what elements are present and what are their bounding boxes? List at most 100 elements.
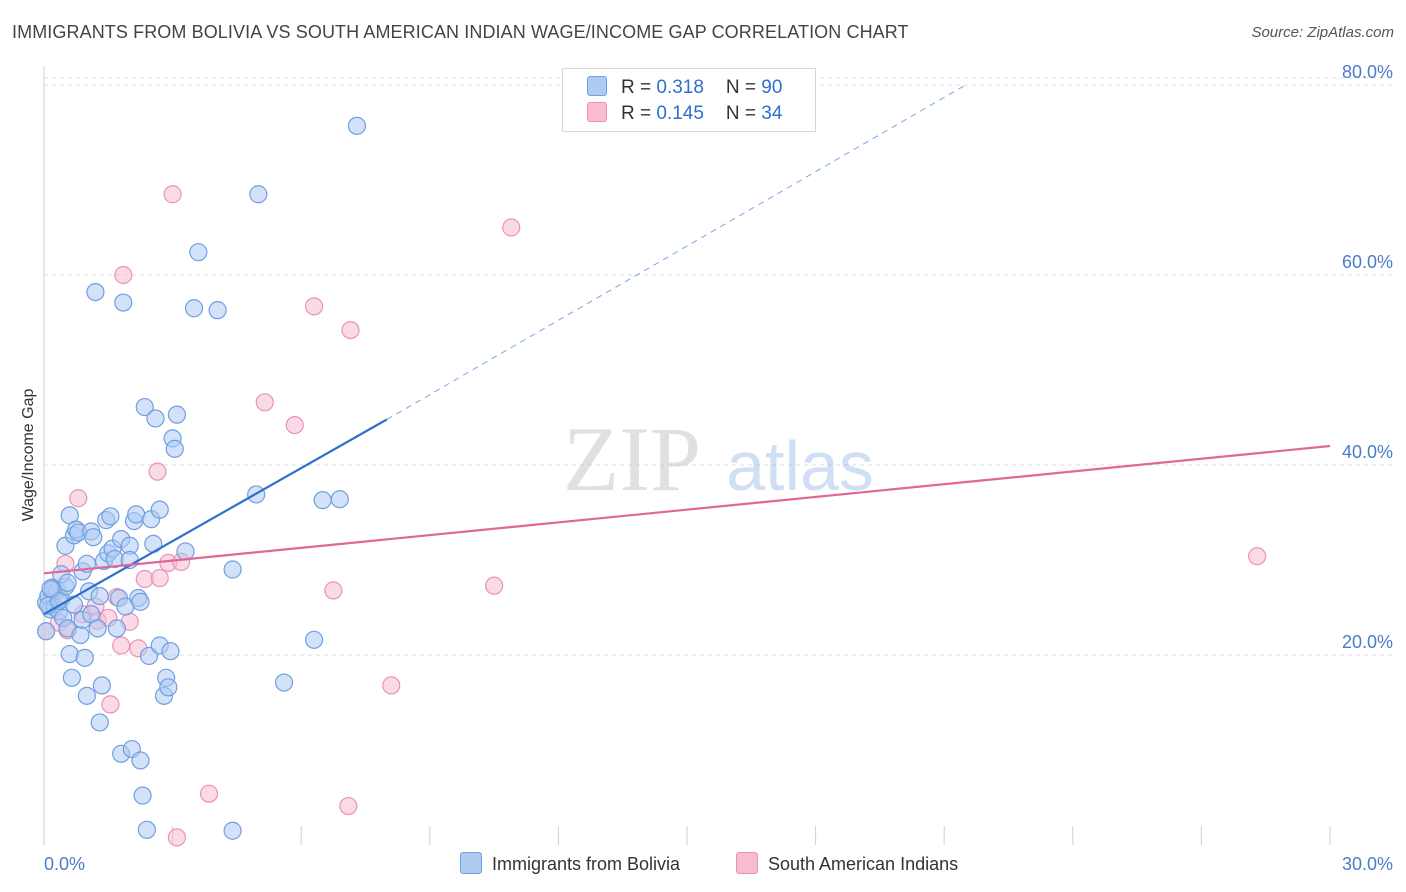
indians-point [502, 218, 521, 237]
series-legend: Immigrants from Bolivia South American I… [0, 852, 1406, 878]
x-tick-label-min: 0.0% [44, 854, 85, 874]
indians-point [69, 489, 88, 508]
r-label: R = [621, 77, 657, 98]
y-tick-label: 80.0% [1342, 62, 1393, 82]
n-label: N = [725, 103, 762, 124]
indians-point [148, 462, 167, 481]
bolivia-point [71, 625, 90, 645]
bolivia-point [176, 542, 195, 561]
indians-swatch [736, 852, 758, 874]
bolivia-point [64, 595, 84, 614]
bolivia-point [88, 619, 107, 638]
bolivia-point [146, 409, 165, 428]
bolivia-point [60, 644, 79, 664]
r-value-bolivia: 0.318 [656, 77, 704, 98]
indians-point [485, 576, 504, 595]
bolivia-point [347, 116, 367, 135]
indians-point [112, 636, 131, 655]
n-value-bolivia: 90 [761, 77, 783, 98]
bolivia-point [41, 579, 60, 598]
bolivia-point [223, 560, 242, 579]
bolivia-point [107, 619, 126, 638]
indians-point [167, 828, 186, 847]
source-label: Source: ZipAtlas.com [1251, 24, 1394, 41]
chart-title: IMMIGRANTS FROM BOLIVIA VS SOUTH AMERICA… [12, 22, 909, 42]
bolivia-point [274, 673, 294, 692]
y-tick-label: 20.0% [1342, 632, 1393, 652]
indians-point [199, 784, 219, 803]
bolivia-trend-extension [386, 84, 966, 420]
indians-swatch [587, 102, 607, 122]
indians-point [135, 569, 154, 589]
indians-point [285, 416, 304, 435]
y-tick-label: 60.0% [1342, 252, 1393, 272]
bolivia-point [62, 668, 81, 687]
bolivia-point [330, 490, 349, 509]
bolivia-point [208, 301, 227, 320]
grid [44, 77, 1395, 656]
bolivia-point [90, 586, 109, 606]
bolivia-point [75, 648, 94, 667]
legend-label-bolivia: Immigrants from Bolivia [492, 854, 681, 874]
y-tick-label: 40.0% [1342, 442, 1393, 462]
bolivia-point [135, 397, 154, 417]
watermark-zip: ZIP [563, 408, 701, 510]
indians-trend-line [43, 444, 1331, 575]
bolivia-point [90, 713, 109, 732]
bolivia-point [184, 299, 204, 318]
bolivia-point [165, 439, 184, 458]
r-label: R = [621, 103, 657, 124]
bolivia-point [37, 622, 56, 641]
legend-row-bolivia: R = 0.318 N = 90 [587, 76, 782, 102]
bolivia-trend-line [43, 418, 388, 616]
legend-row-indians: R = 0.145 N = 34 [587, 102, 782, 128]
bolivia-point [137, 820, 156, 839]
bolivia-point [84, 528, 103, 547]
bolivia-point [223, 821, 242, 840]
bolivia-point [77, 686, 96, 705]
n-value-indians: 34 [761, 103, 783, 124]
indians-point [163, 185, 182, 204]
indians-point [255, 393, 274, 412]
y-axis-title: Wage/Income Gap [20, 389, 37, 522]
x-tick-label-max: 30.0% [1342, 854, 1393, 874]
bolivia-point [58, 573, 77, 592]
indians-point [341, 321, 360, 340]
bolivia-point [133, 786, 152, 805]
axes: 20.0% 40.0% 60.0% 80.0% 0.0% 30.0% [43, 62, 1393, 874]
bolivia-point [92, 676, 111, 695]
indians-point [1248, 547, 1267, 566]
bolivia-point [161, 642, 180, 661]
bolivia-point [101, 507, 120, 526]
indians-point [101, 695, 120, 714]
indians-point [339, 796, 358, 816]
legend-item-bolivia: Immigrants from Bolivia [460, 852, 680, 875]
bolivia-point [304, 630, 324, 649]
watermark-atlas: atlas [726, 427, 874, 505]
indians-point [324, 581, 343, 600]
bolivia-point [131, 592, 150, 611]
legend-item-indians: South American Indians [736, 852, 958, 875]
bolivia-point [249, 185, 268, 204]
bolivia-point [127, 505, 146, 524]
watermark: ZIP atlas [563, 408, 874, 510]
indians-point [150, 568, 169, 588]
bolivia-swatch [587, 76, 607, 96]
indians-point [114, 265, 133, 285]
r-value-indians: 0.145 [656, 103, 704, 124]
bolivia-point [86, 283, 105, 302]
bolivia-point [114, 293, 133, 312]
bolivia-point [131, 751, 150, 770]
bolivia-point [159, 678, 178, 697]
n-label: N = [725, 77, 762, 98]
bolivia-point [150, 500, 169, 519]
trend-lines [43, 84, 1331, 616]
bolivia-point [167, 405, 186, 424]
bolivia-point [313, 491, 332, 510]
correlation-legend: R = 0.318 N = 90 R = 0.145 N = 34 [562, 68, 816, 132]
bolivia-swatch [460, 852, 482, 874]
indians-point [304, 297, 324, 316]
legend-label-indians: South American Indians [768, 854, 959, 874]
bolivia-point [189, 243, 208, 262]
